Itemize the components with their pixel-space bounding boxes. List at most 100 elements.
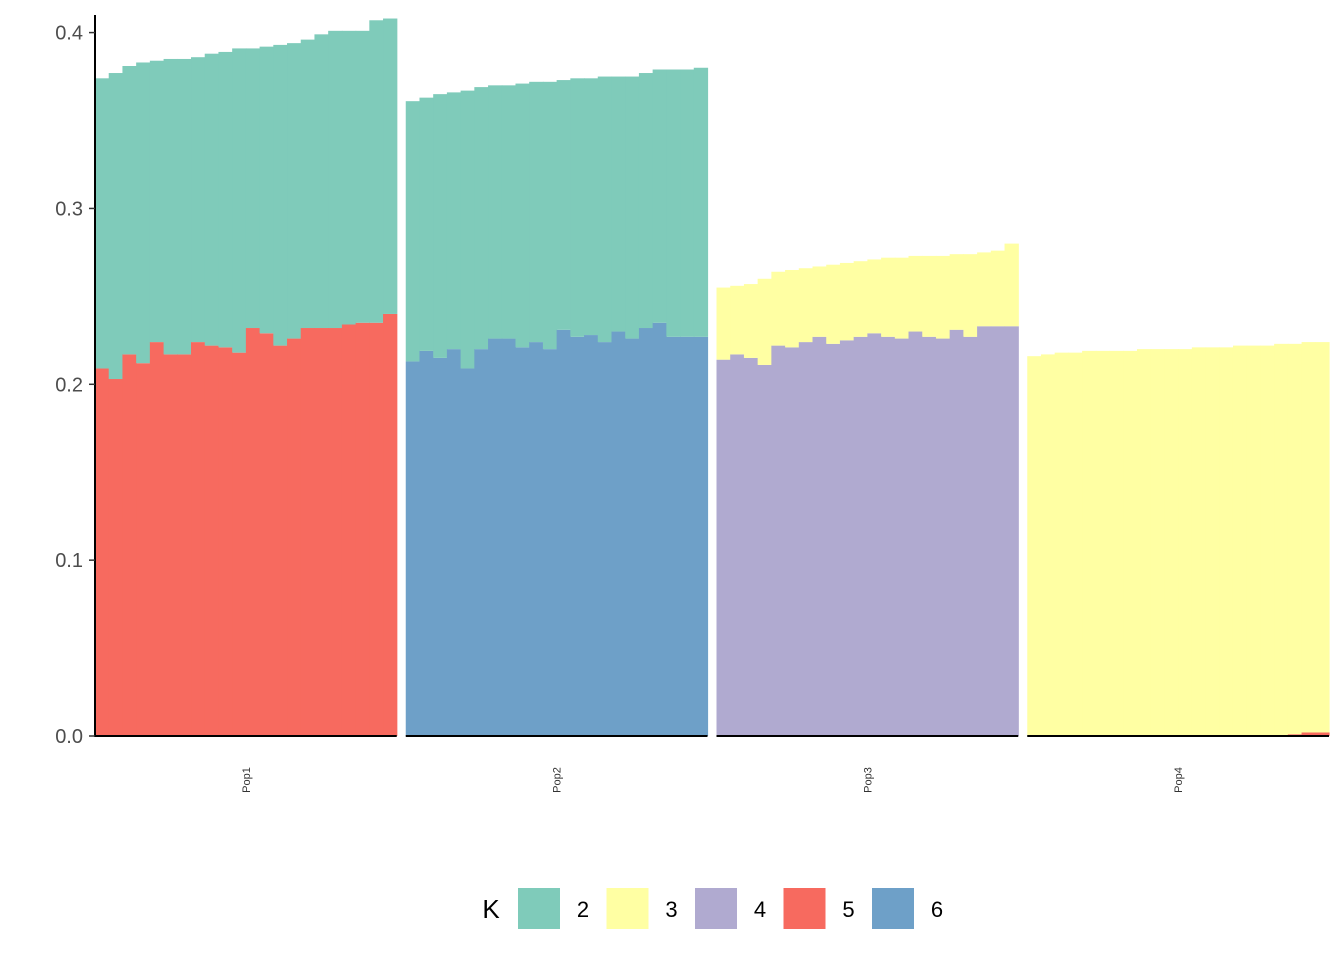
legend-swatch [783,888,826,929]
bar-segment [245,48,261,329]
bar-segment [1123,350,1138,736]
bar-segment [232,48,247,353]
bar-segment [369,322,384,736]
bar-segment [1068,352,1083,736]
bar-segment [149,60,165,343]
bar-segment [488,85,503,339]
bar-segment [798,342,814,736]
bar-segment [515,347,530,736]
bar-segment [259,46,274,334]
bar-segment [949,254,964,330]
bar-segment [1054,352,1069,736]
bar-segment [826,264,841,344]
bar-segment [867,333,882,736]
bar-segment [300,328,316,736]
bar-segment [501,338,517,736]
bar-segment [935,255,951,339]
bar-segment [839,262,855,341]
bar-segment [108,379,124,736]
bar-segment [743,357,759,736]
bar-segment [287,43,302,339]
bar-segment [881,257,896,337]
bar-segment [529,342,544,736]
bar-segment [853,336,868,736]
bar-segment [419,97,434,351]
bar-segment [95,78,110,369]
bar-segment [584,78,599,336]
panel-pop3 [716,243,1019,737]
bar-segment [881,336,896,736]
bar-segment [785,269,800,348]
bar-segment [935,338,951,736]
bar-segment [1004,326,1019,736]
bar-segment [300,39,316,329]
legend-label: 6 [931,897,943,922]
bar-segment [245,328,261,736]
bar-segment [977,252,992,327]
bar-segment [1109,350,1124,736]
bar-segment [515,83,530,348]
bar-segment [894,257,910,339]
bar-segment [1095,350,1111,736]
stacked-bars [95,18,1330,737]
bar-segment [191,57,206,343]
bar-segment [922,255,937,337]
bar-segment [730,285,745,355]
panel-label: Pop1 [241,767,253,793]
bar-segment [122,354,137,736]
bar-segment [1027,356,1042,736]
bar-segment [433,94,448,358]
bar-segment [287,338,302,736]
bar-segment [446,92,462,350]
y-tick-label: 0.1 [55,550,83,572]
bar-segment [757,278,772,365]
bar-segment [1274,343,1289,736]
bar-segment [908,255,923,332]
bar-segment [666,69,681,337]
bar-segment [716,287,731,360]
bar-segment [1082,350,1097,736]
bar-segment [990,326,1006,736]
bar-segment [328,30,343,329]
bar-segment [693,67,709,337]
bar-segment [556,329,571,736]
bar-segment [355,30,370,323]
bar-segment [433,357,448,736]
legend-swatch [695,888,737,929]
bar-segment [542,81,558,350]
legend-label: 3 [665,897,677,922]
panel-pop2 [405,67,709,737]
bar-segment [446,349,462,736]
bar-segment [369,20,384,323]
bar-segment [730,354,745,736]
bar-segment [419,350,434,736]
panel-label: Pop4 [1173,767,1185,793]
bar-segment [341,324,357,736]
bar-segment [1232,345,1248,736]
bar-segment [341,30,357,325]
legend-title: K [482,894,500,924]
bar-segment [839,340,855,736]
bar-segment [204,345,220,736]
bar-segment [501,85,517,339]
bar-segment [1301,732,1316,736]
bar-segment [136,62,151,364]
bar-segment [716,359,731,736]
legend-label: 5 [842,897,854,922]
bar-segment [625,338,640,736]
bar-segment [611,76,626,332]
bar-segment [652,69,667,323]
bar-segment [405,101,421,362]
bar-segment [136,363,151,736]
bar-segment [1205,347,1220,736]
y-tick-label: 0.3 [55,198,83,220]
bar-segment [867,259,882,334]
bar-segment [314,328,329,736]
bar-segment [812,336,827,736]
bar-segment [191,342,206,736]
bar-segment [570,336,585,736]
bar-segment [743,284,759,358]
bar-segment [812,266,827,337]
legend-label: 4 [754,897,766,922]
